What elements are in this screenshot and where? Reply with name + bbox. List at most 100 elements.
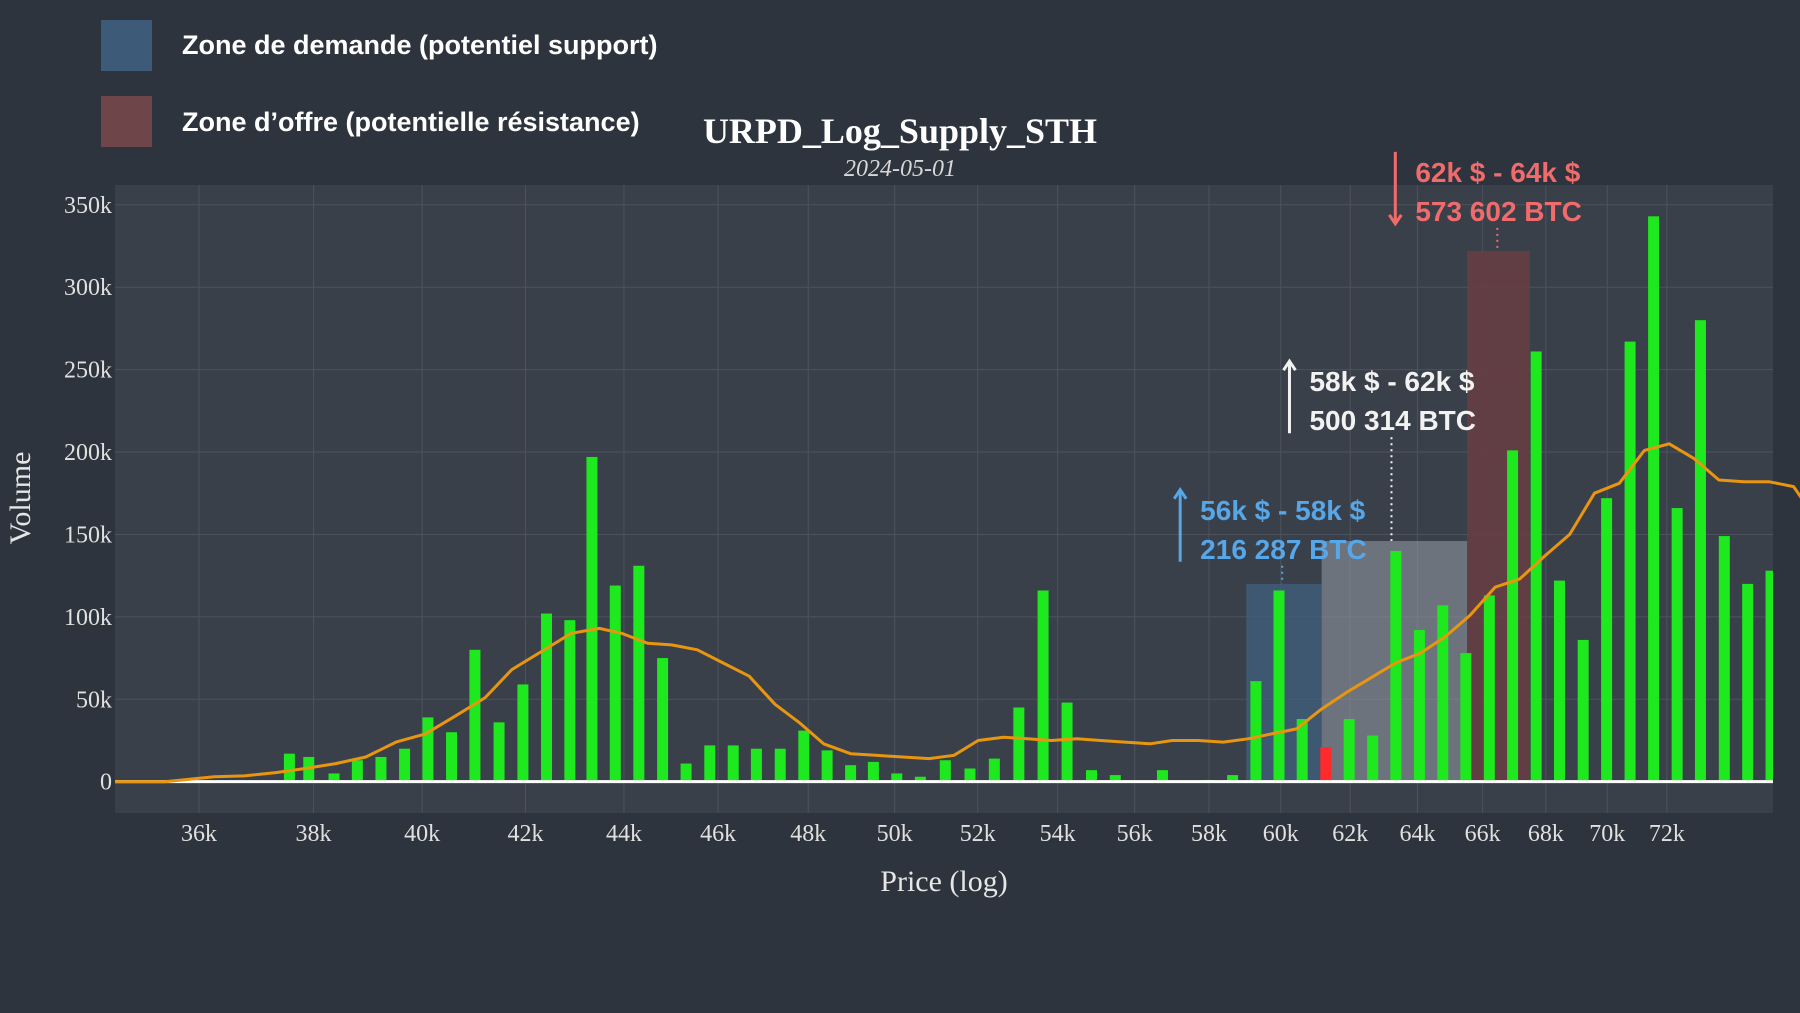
ticks: 36k 38k 40k 42k 44k 46k 48k 50k 52k 54k 56k 58k 60k 6… bbox=[64, 193, 1685, 847]
bar bbox=[1367, 735, 1379, 782]
bar bbox=[1601, 498, 1613, 782]
bar bbox=[283, 753, 295, 782]
x-tick-label: 42k bbox=[507, 821, 543, 847]
legend-label-demand: Zone de demande (potentiel support) bbox=[182, 30, 658, 60]
annotation-volume: 573 602 BTC bbox=[1415, 196, 1582, 227]
bar bbox=[1460, 653, 1472, 782]
bar bbox=[867, 761, 879, 782]
chart-title: URPD_Log_Supply_STH bbox=[703, 111, 1097, 151]
annotation-range: 62k $ - 64k $ bbox=[1415, 157, 1580, 188]
arrow-up-icon bbox=[1282, 358, 1297, 372]
x-tick-label: 46k bbox=[700, 821, 736, 847]
x-tick-label: 68k bbox=[1528, 821, 1564, 847]
x-tick-label: 50k bbox=[877, 821, 913, 847]
bar bbox=[493, 722, 505, 782]
bar bbox=[1413, 630, 1425, 782]
bar bbox=[1648, 216, 1660, 782]
x-tick-label: 72k bbox=[1649, 821, 1685, 847]
y-tick-label: 50k bbox=[76, 687, 112, 713]
bar bbox=[1694, 320, 1706, 782]
legend-swatch-demand bbox=[101, 20, 152, 71]
bar bbox=[1437, 605, 1449, 782]
y-tick-label: 350k bbox=[64, 193, 112, 219]
bar bbox=[1577, 639, 1589, 782]
bar bbox=[1553, 580, 1565, 782]
bar bbox=[891, 773, 903, 782]
bar bbox=[1273, 590, 1285, 782]
x-tick-label: 60k bbox=[1263, 821, 1299, 847]
x-tick-label: 38k bbox=[295, 821, 331, 847]
legend-label-supply: Zone d’offre (potentielle résistance) bbox=[182, 107, 640, 137]
bar bbox=[750, 748, 762, 782]
bar bbox=[586, 456, 598, 782]
bar bbox=[609, 585, 621, 782]
bar bbox=[328, 773, 340, 782]
bar bbox=[1013, 707, 1025, 782]
x-tick-label: 62k bbox=[1332, 821, 1368, 847]
bar bbox=[727, 745, 739, 782]
bar bbox=[351, 760, 363, 782]
x-tick-label: 58k bbox=[1191, 821, 1227, 847]
bars bbox=[283, 216, 1773, 782]
y-tick-label: 250k bbox=[64, 358, 112, 384]
zone-62k-64k bbox=[1467, 250, 1530, 782]
bar bbox=[988, 758, 1000, 782]
trend-line-group bbox=[115, 442, 1800, 784]
x-tick-label: 40k bbox=[404, 821, 440, 847]
y-tick-label: 0 bbox=[100, 770, 112, 796]
x-tick-label: 48k bbox=[790, 821, 826, 847]
legend-swatch-supply bbox=[101, 96, 152, 147]
x-tick-label: 70k bbox=[1589, 821, 1625, 847]
bar bbox=[1718, 536, 1730, 782]
y-tick-label: 200k bbox=[64, 440, 112, 466]
bar bbox=[564, 620, 576, 782]
y-tick-label: 300k bbox=[64, 275, 112, 301]
x-tick-label: 66k bbox=[1465, 821, 1501, 847]
bar bbox=[399, 748, 411, 782]
bar bbox=[1250, 681, 1262, 782]
annotation-range: 56k $ - 58k $ bbox=[1200, 495, 1365, 526]
bar bbox=[1742, 583, 1754, 782]
bar bbox=[1061, 702, 1073, 782]
bar bbox=[1156, 770, 1168, 782]
bar bbox=[704, 745, 716, 782]
bar bbox=[1765, 570, 1773, 782]
bar bbox=[657, 658, 669, 782]
x-tick-label: 56k bbox=[1117, 821, 1153, 847]
bar bbox=[517, 684, 529, 782]
annotation-62k-64k: 62k $ - 64k $ 573 602 BTC bbox=[1388, 151, 1582, 251]
bar bbox=[1624, 341, 1636, 782]
bar bbox=[1343, 719, 1355, 782]
bar bbox=[680, 763, 692, 782]
x-axis-label: Price (log) bbox=[880, 865, 1007, 898]
bar bbox=[939, 760, 951, 782]
bar bbox=[1085, 770, 1097, 782]
x-tick-label: 54k bbox=[1040, 821, 1076, 847]
bar bbox=[1507, 450, 1519, 782]
bar bbox=[541, 613, 553, 782]
bar bbox=[1530, 351, 1542, 782]
bar bbox=[914, 776, 926, 782]
bar bbox=[469, 649, 481, 782]
x-tick-label: 52k bbox=[960, 821, 996, 847]
bar bbox=[1390, 550, 1402, 782]
bar bbox=[1227, 775, 1239, 782]
bar-highlight bbox=[1320, 747, 1332, 782]
bar bbox=[798, 730, 810, 782]
bar bbox=[774, 748, 786, 782]
bar bbox=[1483, 595, 1495, 782]
bar bbox=[1037, 590, 1049, 782]
chart-subtitle: 2024-05-01 bbox=[844, 156, 956, 182]
annotation-volume: 500 314 BTC bbox=[1309, 405, 1476, 436]
y-tick-label: 100k bbox=[64, 605, 112, 631]
arrow-up-icon bbox=[1172, 487, 1188, 500]
annotation-58k-62k: 58k $ - 62k $ 500 314 BTC bbox=[1282, 358, 1476, 542]
bar bbox=[1109, 775, 1121, 782]
trend-line bbox=[115, 442, 1800, 784]
bar bbox=[1296, 719, 1308, 782]
y-axis-label: Volume bbox=[4, 452, 37, 545]
x-tick-label: 64k bbox=[1399, 821, 1435, 847]
x-tick-label: 36k bbox=[181, 821, 217, 847]
annotation-range: 58k $ - 62k $ bbox=[1309, 366, 1474, 397]
